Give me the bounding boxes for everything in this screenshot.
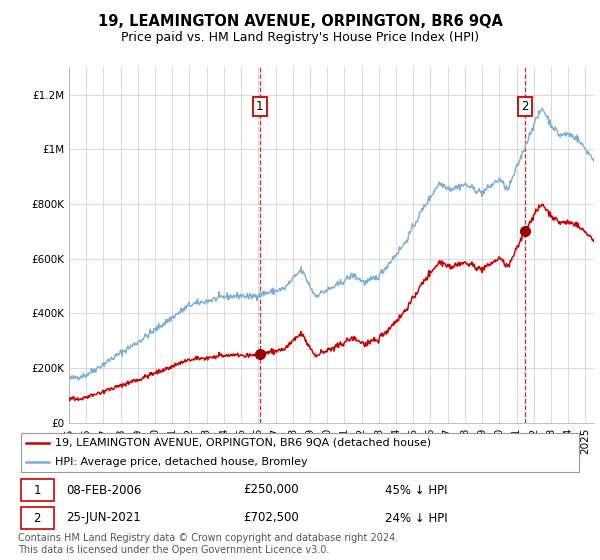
Text: 25-JUN-2021: 25-JUN-2021: [66, 511, 140, 525]
Text: 45% ↓ HPI: 45% ↓ HPI: [385, 483, 447, 497]
Text: HPI: Average price, detached house, Bromley: HPI: Average price, detached house, Brom…: [55, 457, 307, 467]
Text: 19, LEAMINGTON AVENUE, ORPINGTON, BR6 9QA (detached house): 19, LEAMINGTON AVENUE, ORPINGTON, BR6 9Q…: [55, 437, 431, 447]
Text: 19, LEAMINGTON AVENUE, ORPINGTON, BR6 9QA: 19, LEAMINGTON AVENUE, ORPINGTON, BR6 9Q…: [98, 14, 502, 29]
Text: Price paid vs. HM Land Registry's House Price Index (HPI): Price paid vs. HM Land Registry's House …: [121, 31, 479, 44]
Text: 1: 1: [256, 100, 263, 113]
FancyBboxPatch shape: [21, 507, 53, 529]
Text: 1: 1: [34, 483, 41, 497]
Text: £702,500: £702,500: [244, 511, 299, 525]
Text: 2: 2: [34, 511, 41, 525]
FancyBboxPatch shape: [21, 433, 579, 472]
Text: £250,000: £250,000: [244, 483, 299, 497]
Text: 08-FEB-2006: 08-FEB-2006: [66, 483, 142, 497]
Text: 24% ↓ HPI: 24% ↓ HPI: [385, 511, 447, 525]
Text: Contains HM Land Registry data © Crown copyright and database right 2024.
This d: Contains HM Land Registry data © Crown c…: [18, 533, 398, 555]
Text: 2: 2: [521, 100, 529, 113]
FancyBboxPatch shape: [21, 479, 53, 501]
